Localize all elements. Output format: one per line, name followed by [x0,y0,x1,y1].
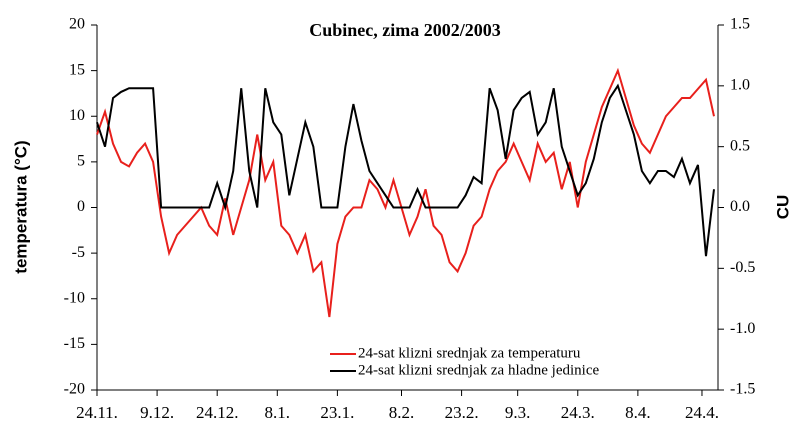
x-tick-label: 23.1. [320,403,354,422]
y2-tick-label: 1.0 [730,77,750,94]
x-tick-label: 8.2. [389,403,415,422]
data-line [96,83,715,257]
data-line [96,67,715,318]
y-tick-label: 5 [77,153,85,170]
x-tick-label: 24.11. [76,403,118,422]
y2-tick-label: 0.5 [730,137,750,154]
y-tick-label: -20 [64,381,85,398]
y2-tick-label: 1.5 [730,16,750,33]
legend-label: 24-sat klizni srednjak za hladne jedinic… [358,362,599,378]
x-tick-label: 8.1. [265,403,291,422]
y-tick-label: 0 [77,198,85,215]
y2-tick-label: -1.5 [730,381,755,398]
y-tick-label: 10 [69,107,85,124]
x-tick-label: 8.4. [625,403,651,422]
y2-tick-label: 0.0 [730,198,750,215]
y-axis-label: temperatura (°C) [11,140,30,273]
y-tick-label: -5 [72,244,85,261]
y2-tick-label: -1.0 [730,320,755,337]
y2-tick-label: -0.5 [730,259,755,276]
y2-axis-label: CU [773,195,792,220]
x-tick-label: 9.3. [505,403,531,422]
chart-title: Cubinec, zima 2002/2003 [309,20,501,40]
y-tick-label: 15 [69,61,85,78]
legend-label: 24-sat klizni srednjak za temperaturu [358,345,581,361]
x-tick-label: 24.12. [196,403,239,422]
x-tick-label: 23.2. [445,403,479,422]
y-tick-label: 20 [69,16,85,33]
y-tick-label: -15 [64,335,85,352]
x-tick-label: 24.3. [561,403,595,422]
y-tick-label: -10 [64,289,85,306]
x-tick-label: 9.12. [140,403,174,422]
x-tick-label: 24.4. [685,403,719,422]
